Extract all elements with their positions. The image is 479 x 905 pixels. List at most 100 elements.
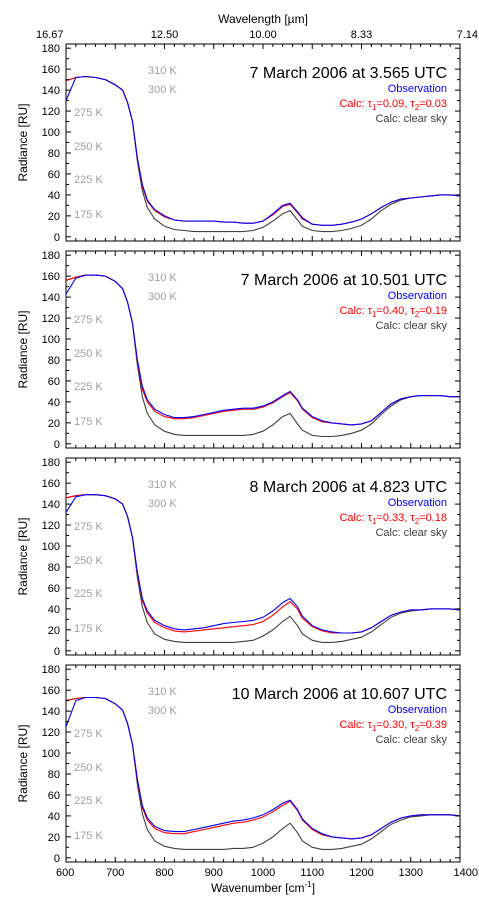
top-tick-label: 7.14 [457,29,478,41]
x-tick-label: 1200 [349,867,373,879]
y-tick-label: 20 [48,418,60,430]
y-tick-label: 120 [42,106,60,118]
y-tick-label: 60 [48,169,60,181]
x-tick-label: 900 [205,867,223,879]
bb-label: 250 K [74,555,103,567]
legend-calc-cloudy: Calc: τ1=0.40, τ2=0.19 [339,305,447,319]
bb-label: 225 K [74,174,103,186]
panel-title-date: 7 March 2006 at [241,272,357,289]
y-tick-label: 20 [48,211,60,223]
legend-calc-calc-prefix: Calc: [339,305,367,317]
bb-label: 310 K [148,686,177,698]
observation-line [66,274,460,426]
legend-calc-cloudy: Calc: τ1=0.33, τ2=0.18 [339,512,447,526]
x-tick-label: 1100 [300,867,324,879]
legend-calc-cloudy: Calc: τ1=0.09, τ2=0.03 [339,98,447,112]
legend-calc-calc-prefix: Calc: [339,98,367,110]
legend-calc-tau1-sub: 1 [372,310,377,319]
y-tick-label: 160 [42,478,60,490]
y-tick-label: 120 [42,313,60,325]
bb-label: 275 K [74,314,103,326]
legend-observation: Observation [388,290,447,302]
panel-title-date: 10 March 2006 at [232,686,357,703]
panel-title: 8 March 2006 at 4.823 UTC [250,479,447,496]
legend-clear-sky: Calc: clear sky [375,527,447,539]
y-axis-label: Radiance [RU] [16,103,30,181]
x-axis-label-sup: -1 [305,880,313,889]
legend-calc-tau2-sub: 2 [415,724,420,733]
y-tick-label: 100 [42,541,60,553]
panel-title: 10 March 2006 at 10.607 UTC [232,686,447,703]
legend-calc-tau1-val: =0.30, [376,719,410,731]
x-axis-label-main: Wavenumber [cm [211,881,305,895]
y-tick-label: 40 [48,604,60,616]
panel-3: 310 K 300 K 275 K 250 K 225 K 175 K 0 20 40 60 80 1… [16,457,461,658]
x-axis-label-end: ] [312,881,315,895]
x-tick-label: 1400 [454,867,478,879]
bb-label: 275 K [74,521,103,533]
legend-calc-tau1-val: =0.40, [376,305,410,317]
y-tick-label: 100 [42,334,60,346]
y-tick-label: 140 [42,499,60,511]
panel-4: 310 K 300 K 275 K 250 K 225 K 175 K 0 20 40 60 80 1… [16,664,478,879]
y-tick-label: 0 [54,646,60,658]
y-tick-label: 60 [48,583,60,595]
y-tick-label: 80 [48,769,60,781]
panel-2: 310 K 300 K 275 K 250 K 225 K 175 K 0 20 40 60 80 1… [16,250,461,451]
legend-observation: Observation [388,704,447,716]
observation-line [66,75,460,226]
x-tick-label: 1000 [251,867,275,879]
bb-label: 225 K [74,795,103,807]
bb-label: 175 K [74,209,103,221]
legend-calc-cloudy: Calc: τ1=0.30, τ2=0.39 [339,719,447,733]
y-tick-label: 20 [48,625,60,637]
legend-calc-tau2-val: =0.39 [419,719,447,731]
y-tick-label: 80 [48,148,60,160]
bb-label: 250 K [74,141,103,153]
bb-label: 175 K [74,416,103,428]
legend-calc-tau2: τ [410,305,415,317]
x-tick-label: 800 [155,867,173,879]
y-axis-label: Radiance [RU] [16,724,30,802]
panel-title: 7 March 2006 at 3.565 UTC [250,65,447,82]
legend-calc-tau2: τ [410,719,415,731]
y-tick-label: 160 [42,685,60,697]
y-tick-label: 140 [42,706,60,718]
bb-label: 250 K [74,762,103,774]
y-tick-label: 120 [42,520,60,532]
observation-line [66,494,460,634]
top-tick-label: 10.00 [249,29,277,41]
legend-clear-sky: Calc: clear sky [375,113,447,125]
y-axis-label: Radiance [RU] [16,517,30,595]
y-tick-label: 40 [48,397,60,409]
y-tick-label: 180 [42,457,60,469]
panel-title-date: 8 March 2006 at [250,479,366,496]
legend-calc-tau1: τ [368,512,373,524]
y-tick-label: 60 [48,790,60,802]
y-tick-label: 160 [42,271,60,283]
y-tick-label: 60 [48,376,60,388]
y-tick-label: 0 [54,232,60,244]
legend-calc-tau2-sub: 2 [415,517,420,526]
bb-label: 275 K [74,728,103,740]
legend-calc-tau1: τ [368,98,373,110]
y-tick-label: 40 [48,811,60,823]
legend-clear-sky: Calc: clear sky [375,320,447,332]
bb-label: 300 K [148,291,177,303]
y-tick-label: 100 [42,127,60,139]
panel-title-date: 7 March 2006 at [250,65,366,82]
bb-label: 225 K [74,381,103,393]
bb-label: 250 K [74,348,103,360]
y-tick-label: 100 [42,748,60,760]
plot-area [66,494,460,643]
panel-1: 310 K 300 K 275 K 250 K 225 K 175 K 0 20 40 60 80 1… [16,43,461,244]
y-tick-label: 180 [42,664,60,676]
y-tick-label: 180 [42,43,60,55]
bb-label: 310 K [148,272,177,284]
panel-title-time: 3.565 UTC [370,65,447,82]
legend-calc-tau1: τ [368,305,373,317]
legend-calc-tau2-val: =0.18 [419,512,447,524]
legend-calc-tau2-val: =0.03 [419,98,447,110]
legend-calc-calc-prefix: Calc: [339,512,367,524]
